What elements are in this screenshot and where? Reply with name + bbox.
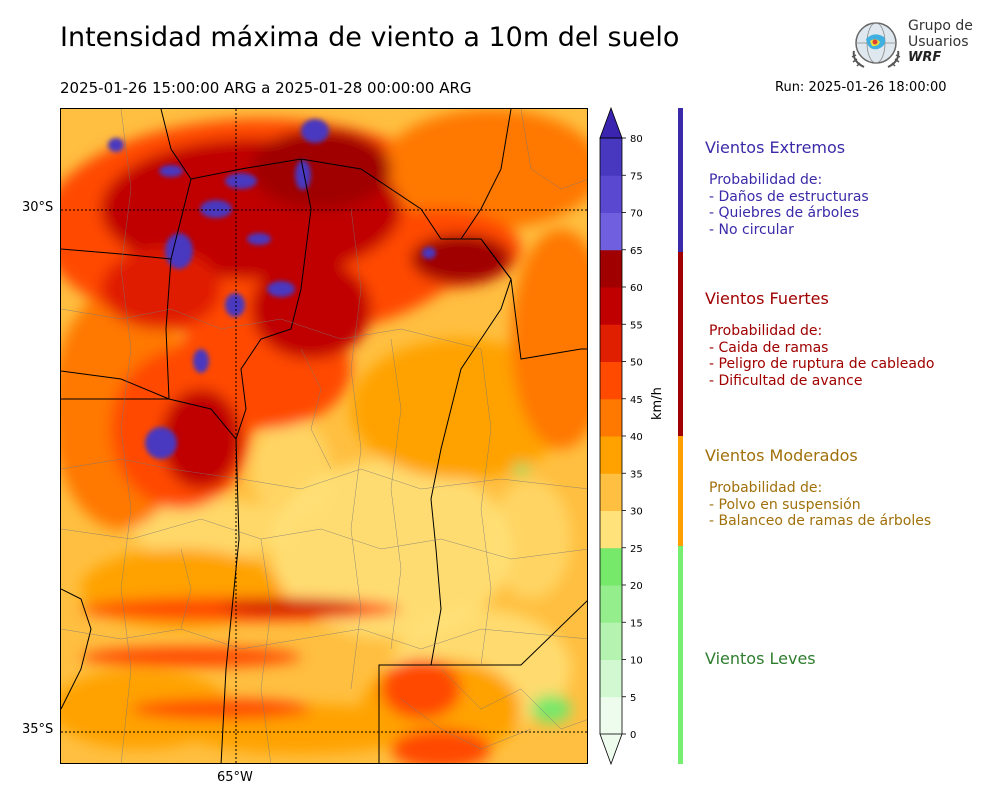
colorbar-tick-label: 65 bbox=[630, 246, 643, 257]
run-timestamp: Run: 2025-01-26 18:00:00 bbox=[775, 80, 947, 95]
category-bar bbox=[678, 546, 683, 764]
colorbar-tick-label: 45 bbox=[630, 395, 643, 406]
category-description-line: - Daños de estructuras bbox=[709, 188, 869, 205]
category-description-line: - Polvo en suspensión bbox=[709, 496, 861, 513]
colorbar-tick-label: 10 bbox=[630, 656, 643, 667]
colorbar-tick-label: 15 bbox=[630, 618, 643, 629]
forecast-period: 2025-01-26 15:00:00 ARG a 2025-01-28 00:… bbox=[60, 79, 472, 97]
category-title: Vientos Extremos bbox=[705, 138, 846, 157]
colorbar-tick-label: 70 bbox=[630, 209, 643, 220]
wind-field bbox=[61, 109, 587, 763]
category-description: Probabilidad de: - Daños de estructuras - … bbox=[709, 172, 869, 238]
chart-title: Intensidad máxima de viento a 10m del su… bbox=[60, 22, 680, 53]
colorbar-tick-label: 80 bbox=[630, 134, 643, 145]
colorbar-unit: km/h bbox=[650, 387, 665, 420]
logo-line3: WRF bbox=[908, 50, 942, 65]
colorbar-band bbox=[600, 510, 622, 549]
colorbar-tick-label: 55 bbox=[630, 320, 643, 331]
colorbar-extend-low bbox=[599, 733, 623, 766]
colorbar-band bbox=[600, 175, 622, 213]
colorbar-tick-label: 40 bbox=[630, 432, 643, 443]
colorbar-tick-label: 35 bbox=[630, 469, 643, 480]
colorbar-tick-label: 0 bbox=[630, 730, 636, 741]
category-title: Vientos Fuertes bbox=[705, 289, 829, 308]
category-title: Vientos Moderados bbox=[705, 446, 858, 465]
colorbar-tick-label: 75 bbox=[630, 171, 643, 182]
category-description-line: - Caida de ramas bbox=[709, 339, 829, 356]
globe-icon bbox=[851, 22, 901, 68]
colorbar-band bbox=[600, 436, 622, 474]
category-description-line: Probabilidad de: bbox=[709, 480, 823, 496]
colorbar-band bbox=[600, 547, 622, 586]
category-description: Probabilidad de: - Caida de ramas - Peligr… bbox=[709, 323, 934, 389]
colorbar-band bbox=[600, 361, 622, 400]
category-description-line: - Quiebres de árboles bbox=[709, 205, 860, 221]
colorbar-band bbox=[600, 398, 622, 437]
lat-label-35s: 35°S bbox=[22, 722, 54, 737]
colorbar-extend-high bbox=[599, 106, 623, 139]
colorbar-tick-label: 50 bbox=[630, 358, 643, 369]
category-bar bbox=[678, 108, 683, 252]
lon-label-65w: 65°W bbox=[217, 770, 253, 785]
category-description-line: - No circular bbox=[709, 221, 794, 238]
colorbar-band bbox=[600, 622, 622, 660]
colorbar-band bbox=[600, 212, 622, 251]
category-description-line: - Balanceo de ramas de árboles bbox=[709, 513, 932, 529]
category-description-line: - Peligro de ruptura de cableado bbox=[709, 356, 935, 372]
colorbar-band bbox=[600, 696, 622, 735]
colorbar-tick-label: 60 bbox=[630, 283, 643, 294]
colorbar-tick-label: 5 bbox=[630, 693, 636, 704]
wind-map bbox=[60, 108, 588, 764]
colorbar-tick-label: 20 bbox=[630, 581, 643, 592]
category-description-line: Probabilidad de: bbox=[709, 323, 823, 339]
category-bar bbox=[678, 252, 683, 436]
lat-label-30s: 30°S bbox=[22, 200, 54, 215]
category-description: Probabilidad de: - Polvo en suspensión - B… bbox=[709, 480, 931, 530]
logo-line2: Usuarios bbox=[908, 34, 969, 50]
colorbar-band bbox=[600, 473, 622, 511]
colorbar-band bbox=[600, 585, 622, 623]
colorbar-tick-label: 25 bbox=[630, 544, 643, 555]
colorbar-band bbox=[600, 287, 622, 325]
colorbar-band bbox=[600, 324, 622, 362]
wrf-logo: Grupo de Usuarios WRF bbox=[848, 17, 973, 73]
colorbar-band bbox=[600, 659, 622, 698]
colorbar-band bbox=[600, 249, 622, 288]
category-bar bbox=[678, 436, 683, 546]
category-title: Vientos Leves bbox=[705, 649, 816, 668]
category-description-line: Probabilidad de: bbox=[709, 172, 823, 188]
colorbar-scale: 0 5 10 15 20 25 30 35 40 45 50 55 60 65 70 75 80 bbox=[599, 106, 643, 766]
colorbar: 0 5 10 15 20 25 30 35 40 45 50 55 60 65 70 75 80 bbox=[590, 100, 660, 770]
colorbar-tick-label: 30 bbox=[630, 507, 643, 518]
category-description-line: - Dificultad de avance bbox=[709, 372, 863, 389]
colorbar-band bbox=[600, 138, 622, 176]
logo-line1: Grupo de bbox=[908, 18, 973, 34]
